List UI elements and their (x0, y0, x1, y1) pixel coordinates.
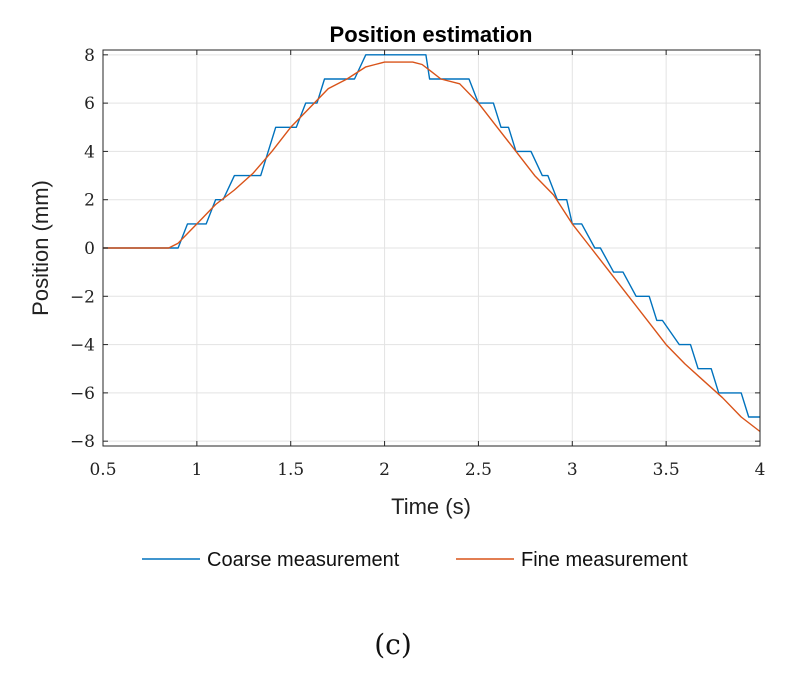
x-tick-label: 0.5 (89, 460, 116, 480)
x-tick-label: 2 (379, 460, 390, 480)
y-tick-label: −6 (70, 384, 95, 404)
figure-caption: (c) (374, 628, 412, 661)
y-tick-label: 8 (84, 46, 95, 66)
x-tick-label: 3 (567, 460, 578, 480)
legend-label-coarse: Coarse measurement (207, 549, 400, 571)
x-tick-label: 4 (755, 460, 766, 480)
y-tick-label: 0 (84, 239, 95, 259)
y-tick-label: −2 (70, 287, 95, 307)
series-line-fine (103, 61, 761, 433)
chart-title: Position estimation (330, 22, 533, 47)
legend-label-fine: Fine measurement (521, 549, 688, 571)
x-tick-label: 1.5 (277, 460, 304, 480)
x-tick-label: 1 (191, 460, 202, 480)
y-tick-label: 6 (84, 94, 95, 114)
grid (102, 50, 761, 446)
y-tick-label: −4 (70, 336, 95, 356)
x-tick-label: 2.5 (465, 460, 492, 480)
y-axis-label: Position (mm) (28, 180, 53, 316)
x-tick-label: 3.5 (653, 460, 680, 480)
series-lines (103, 54, 761, 433)
series-line-coarse (103, 54, 760, 418)
axis-ticks: 0.5 1 1.5 2 2.5 3 3.5 4 8 6 4 2 0 −2 −4 −6 −8 (70, 46, 765, 480)
y-tick-label: 4 (84, 142, 95, 162)
y-tick-label: 2 (84, 191, 95, 211)
legend: Coarse measurement Fine measurement (142, 549, 688, 571)
x-axis-label: Time (s) (391, 494, 471, 519)
y-tick-label: −8 (70, 432, 95, 452)
